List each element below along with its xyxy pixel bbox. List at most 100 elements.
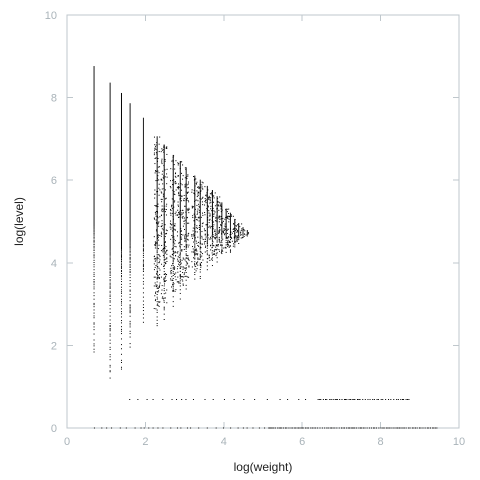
data-point — [93, 114, 95, 116]
data-point — [93, 215, 95, 217]
data-point — [120, 115, 122, 117]
data-point — [199, 207, 201, 209]
data-point — [197, 236, 199, 238]
data-point — [93, 198, 95, 200]
data-point — [200, 251, 202, 253]
data-point — [241, 228, 243, 230]
data-point — [93, 150, 95, 152]
data-point — [219, 217, 221, 219]
data-point — [142, 300, 144, 302]
data-point — [109, 155, 111, 157]
data-point — [109, 201, 111, 203]
data-point — [227, 218, 229, 220]
data-point — [179, 229, 181, 231]
data-point — [129, 229, 131, 231]
data-point — [109, 111, 111, 113]
data-point — [170, 206, 172, 208]
data-point — [109, 330, 111, 332]
data-point — [177, 266, 179, 267]
data-point — [156, 195, 158, 197]
data-point — [120, 173, 122, 175]
data-point — [202, 259, 204, 261]
data-point — [156, 193, 158, 195]
data-point — [184, 184, 186, 186]
data-point — [163, 196, 165, 198]
data-point — [229, 245, 231, 247]
data-point — [198, 245, 199, 247]
data-point — [207, 224, 209, 226]
data-point — [142, 136, 144, 138]
data-point — [120, 217, 122, 219]
data-point — [195, 231, 197, 233]
data-point — [229, 219, 231, 221]
data-point — [163, 159, 165, 161]
data-point — [176, 281, 178, 283]
data-point — [170, 279, 172, 281]
data-point — [109, 274, 111, 276]
data-point — [142, 277, 144, 279]
data-point — [142, 310, 144, 312]
data-point — [229, 239, 231, 241]
data-point — [156, 155, 158, 157]
data-point — [120, 333, 122, 335]
data-point — [155, 221, 157, 223]
data-point — [156, 158, 158, 160]
data-point — [211, 205, 213, 207]
data-point — [236, 238, 238, 240]
data-point — [172, 195, 174, 197]
data-point — [129, 262, 131, 264]
data-point — [163, 198, 165, 200]
data-point — [156, 238, 158, 239]
data-point — [206, 240, 208, 242]
data-point — [193, 179, 195, 181]
data-point — [163, 204, 165, 206]
data-point — [120, 98, 122, 100]
data-point — [234, 240, 236, 242]
data-point — [194, 237, 196, 239]
data-point — [315, 427, 317, 429]
data-point — [156, 218, 158, 220]
data-point — [129, 322, 131, 324]
data-point — [307, 427, 309, 429]
data-point — [194, 209, 196, 211]
data-point — [229, 240, 231, 242]
data-point — [163, 201, 165, 203]
data-point — [164, 277, 166, 279]
data-point — [163, 166, 165, 168]
data-point — [120, 113, 122, 115]
data-point — [176, 399, 178, 400]
data-point — [93, 91, 95, 93]
data-point — [163, 278, 165, 280]
data-point — [142, 167, 144, 169]
data-point — [216, 196, 218, 198]
data-point — [194, 261, 196, 263]
data-point — [129, 220, 131, 222]
data-point — [93, 135, 95, 137]
data-point — [224, 228, 226, 230]
data-point — [378, 427, 380, 429]
data-point — [120, 171, 122, 173]
data-point — [182, 283, 184, 285]
data-point — [169, 212, 171, 214]
data-point — [221, 227, 223, 229]
data-point — [156, 169, 158, 171]
data-point — [109, 264, 111, 266]
data-point — [178, 216, 180, 218]
data-point — [174, 276, 176, 278]
data-point — [155, 205, 157, 207]
data-point — [184, 259, 186, 261]
data-point — [109, 209, 111, 211]
data-point — [207, 234, 209, 236]
data-point — [93, 119, 95, 121]
data-point — [109, 159, 111, 161]
data-point — [120, 243, 122, 245]
data-point — [179, 197, 181, 199]
data-point — [179, 165, 181, 167]
data-point — [156, 182, 158, 184]
data-point — [184, 270, 186, 272]
data-point — [109, 167, 111, 169]
data-point — [129, 249, 131, 251]
data-point — [202, 182, 204, 184]
data-point — [196, 254, 198, 256]
data-point — [385, 427, 387, 429]
